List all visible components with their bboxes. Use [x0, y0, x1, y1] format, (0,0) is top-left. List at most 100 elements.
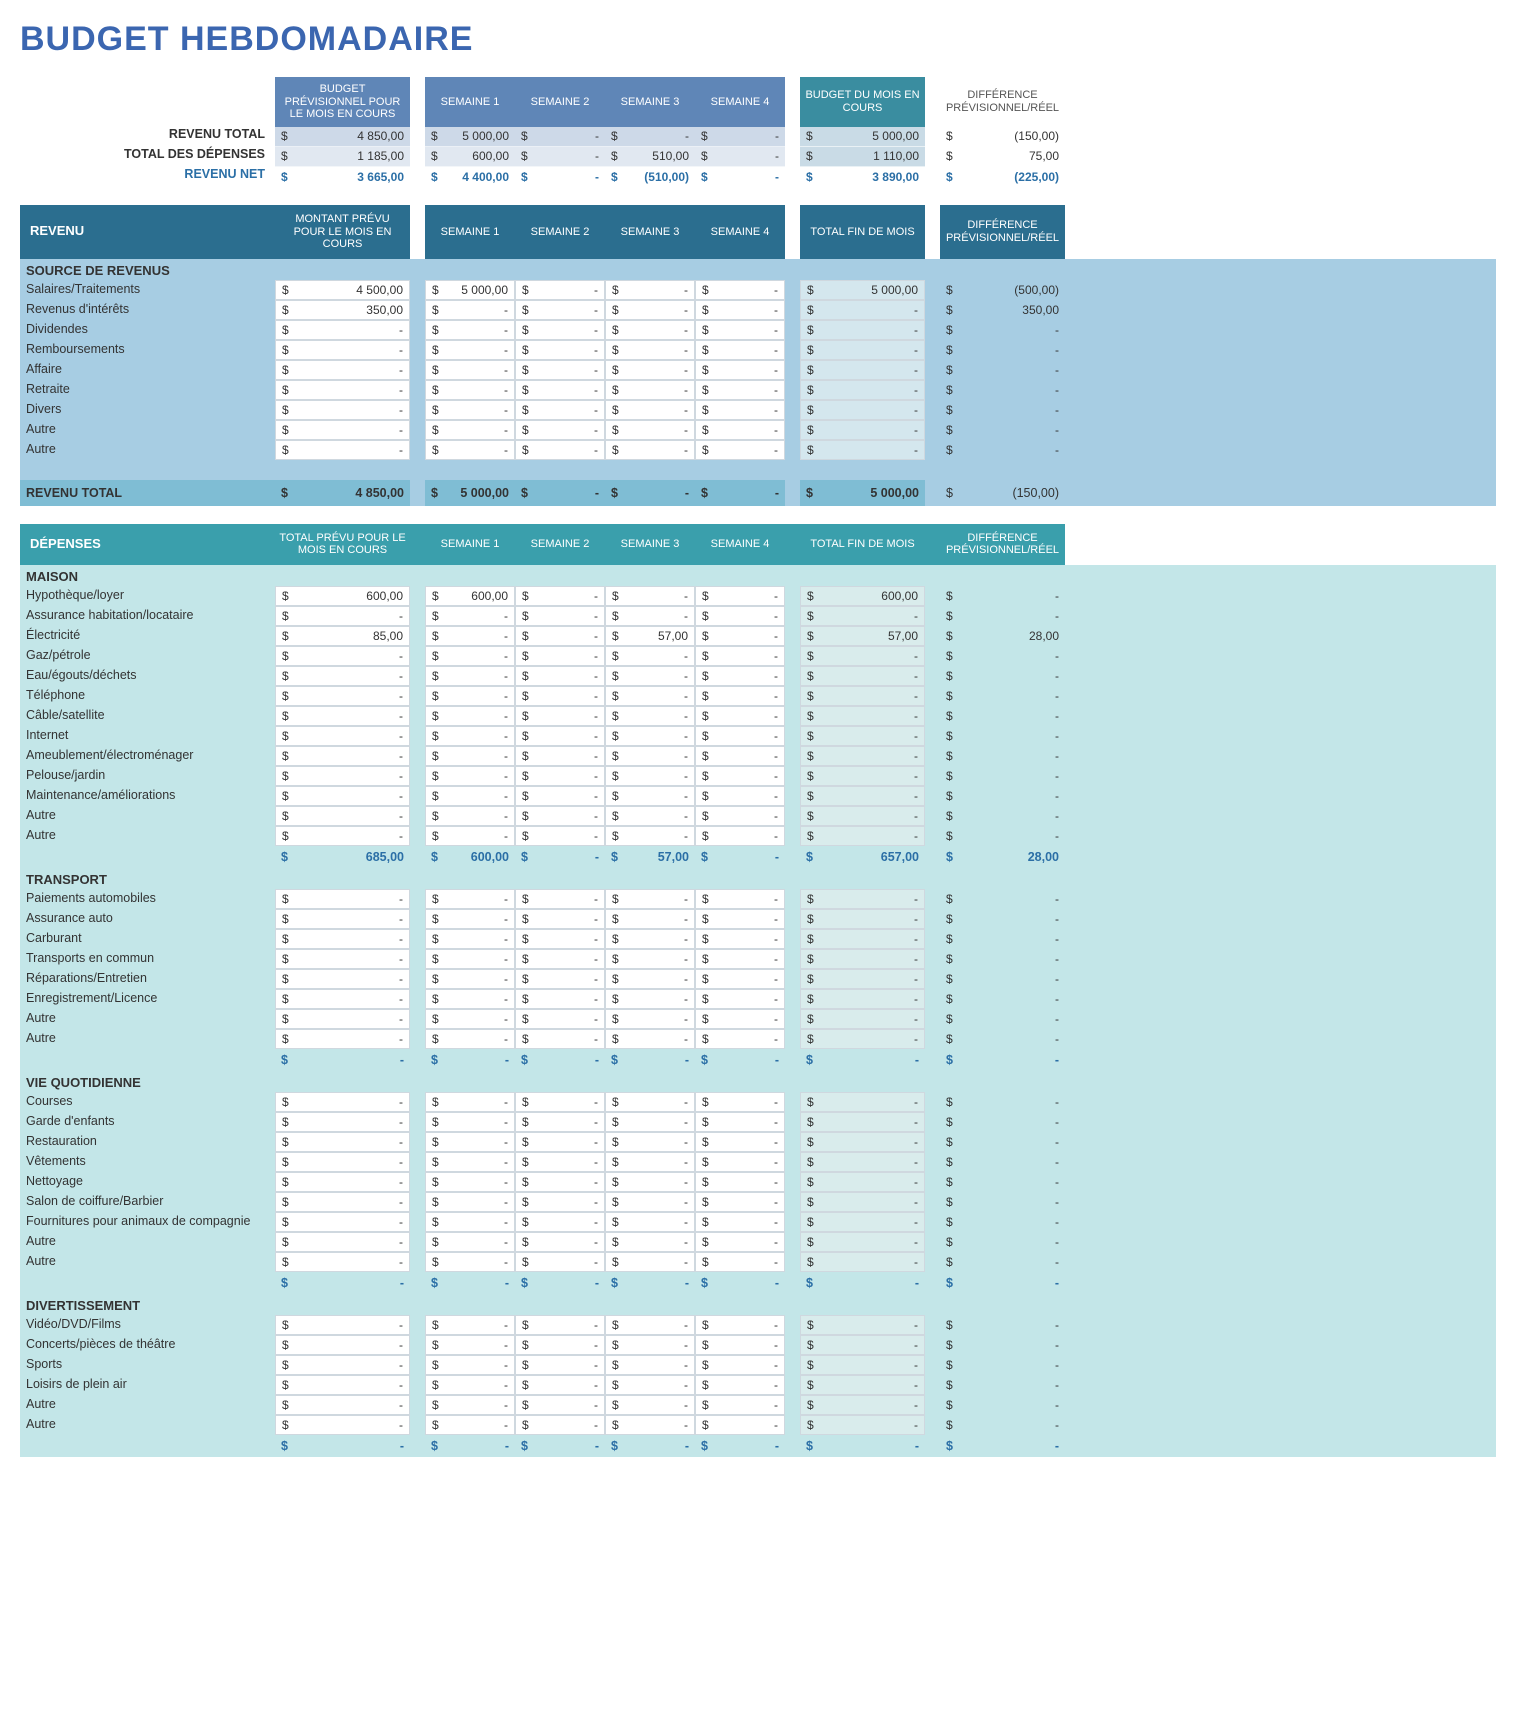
depense-cell[interactable]: $-	[275, 606, 410, 626]
revenu-cell[interactable]: $-	[605, 340, 695, 360]
depense-cell[interactable]: $-	[695, 1355, 785, 1375]
depense-cell[interactable]: $-	[695, 1212, 785, 1232]
summary-cell[interactable]: $-	[695, 127, 785, 147]
depense-cell[interactable]: $-	[695, 929, 785, 949]
depense-cell[interactable]: $-	[515, 1152, 605, 1172]
depense-cell[interactable]: $-	[695, 989, 785, 1009]
depense-cell[interactable]: $-	[515, 989, 605, 1009]
depense-cell[interactable]: $-	[695, 1375, 785, 1395]
revenu-cell[interactable]: $-	[275, 400, 410, 420]
depense-cell[interactable]: $-	[695, 766, 785, 786]
depense-cell[interactable]: $-	[605, 1415, 695, 1435]
depense-cell[interactable]: $85,00	[275, 626, 410, 646]
revenu-cell[interactable]: $-	[515, 420, 605, 440]
depense-cell[interactable]: $-	[425, 806, 515, 826]
depense-cell[interactable]: $-	[515, 766, 605, 786]
depense-cell[interactable]: $-	[605, 706, 695, 726]
depense-cell[interactable]: $-	[425, 1395, 515, 1415]
revenu-cell[interactable]: $-	[275, 380, 410, 400]
depense-cell[interactable]: $-	[275, 889, 410, 909]
depense-cell[interactable]: $-	[275, 949, 410, 969]
depense-cell[interactable]: $-	[275, 989, 410, 1009]
depense-cell[interactable]: $-	[695, 726, 785, 746]
depense-cell[interactable]: $-	[425, 686, 515, 706]
revenu-cell[interactable]: $-	[695, 440, 785, 460]
depense-cell[interactable]: $-	[515, 786, 605, 806]
summary-cell[interactable]: $4 850,00	[275, 127, 410, 147]
depense-cell[interactable]: $-	[695, 626, 785, 646]
depense-cell[interactable]: $-	[275, 1172, 410, 1192]
depense-cell[interactable]: $-	[275, 666, 410, 686]
depense-cell[interactable]: $-	[695, 969, 785, 989]
depense-cell[interactable]: $-	[275, 706, 410, 726]
revenu-cell[interactable]: $5 000,00	[425, 280, 515, 300]
depense-cell[interactable]: $-	[275, 1232, 410, 1252]
depense-cell[interactable]: $-	[605, 989, 695, 1009]
depense-cell[interactable]: $-	[425, 726, 515, 746]
summary-cell[interactable]: $-	[605, 127, 695, 147]
depense-cell[interactable]: $-	[515, 1029, 605, 1049]
depense-cell[interactable]: $-	[695, 826, 785, 846]
depense-cell[interactable]: $-	[275, 1415, 410, 1435]
depense-cell[interactable]: $-	[695, 909, 785, 929]
depense-cell[interactable]: $-	[605, 1375, 695, 1395]
depense-cell[interactable]: $-	[605, 1192, 695, 1212]
revenu-cell[interactable]: $-	[695, 340, 785, 360]
revenu-cell[interactable]: $-	[695, 300, 785, 320]
depense-cell[interactable]: $-	[275, 1335, 410, 1355]
revenu-cell[interactable]: $-	[275, 440, 410, 460]
depense-cell[interactable]: $-	[605, 1029, 695, 1049]
depense-cell[interactable]: $-	[695, 889, 785, 909]
revenu-cell[interactable]: $-	[515, 360, 605, 380]
summary-cell[interactable]: $510,00	[605, 147, 695, 167]
depense-cell[interactable]: $-	[515, 806, 605, 826]
depense-cell[interactable]: $-	[605, 1395, 695, 1415]
depense-cell[interactable]: $-	[515, 1395, 605, 1415]
depense-cell[interactable]: $-	[515, 1112, 605, 1132]
summary-cell[interactable]: $-	[695, 147, 785, 167]
depense-cell[interactable]: $-	[695, 1252, 785, 1272]
summary-cell[interactable]: $5 000,00	[425, 127, 515, 147]
depense-cell[interactable]: $-	[275, 1192, 410, 1212]
depense-cell[interactable]: $-	[425, 666, 515, 686]
depense-cell[interactable]: $-	[425, 706, 515, 726]
depense-cell[interactable]: $-	[275, 1092, 410, 1112]
depense-cell[interactable]: $-	[695, 1009, 785, 1029]
revenu-cell[interactable]: $-	[605, 360, 695, 380]
depense-cell[interactable]: $-	[695, 1029, 785, 1049]
revenu-cell[interactable]: $-	[605, 320, 695, 340]
depense-cell[interactable]: $-	[275, 1132, 410, 1152]
depense-cell[interactable]: $-	[275, 746, 410, 766]
depense-cell[interactable]: $-	[425, 1212, 515, 1232]
revenu-cell[interactable]: $-	[515, 440, 605, 460]
depense-cell[interactable]: $-	[275, 1029, 410, 1049]
summary-cell[interactable]: $-	[515, 147, 605, 167]
depense-cell[interactable]: $-	[515, 1192, 605, 1212]
depense-cell[interactable]: $-	[425, 1009, 515, 1029]
depense-cell[interactable]: $-	[695, 686, 785, 706]
depense-cell[interactable]: $-	[695, 586, 785, 606]
summary-cell[interactable]: $1 185,00	[275, 147, 410, 167]
depense-cell[interactable]: $-	[425, 949, 515, 969]
revenu-cell[interactable]: $4 500,00	[275, 280, 410, 300]
depense-cell[interactable]: $-	[275, 726, 410, 746]
depense-cell[interactable]: $-	[515, 606, 605, 626]
revenu-cell[interactable]: $-	[425, 360, 515, 380]
revenu-cell[interactable]: $-	[425, 380, 515, 400]
revenu-cell[interactable]: $-	[275, 420, 410, 440]
depense-cell[interactable]: $-	[605, 1355, 695, 1375]
depense-cell[interactable]: $-	[605, 826, 695, 846]
revenu-cell[interactable]: $-	[695, 380, 785, 400]
revenu-cell[interactable]: $-	[695, 400, 785, 420]
depense-cell[interactable]: $-	[425, 909, 515, 929]
depense-cell[interactable]: $600,00	[425, 586, 515, 606]
depense-cell[interactable]: $-	[275, 1315, 410, 1335]
depense-cell[interactable]: $57,00	[605, 626, 695, 646]
depense-cell[interactable]: $-	[425, 626, 515, 646]
depense-cell[interactable]: $-	[605, 1092, 695, 1112]
depense-cell[interactable]: $-	[695, 1315, 785, 1335]
depense-cell[interactable]: $-	[605, 806, 695, 826]
revenu-cell[interactable]: $-	[515, 340, 605, 360]
revenu-cell[interactable]: $-	[605, 440, 695, 460]
depense-cell[interactable]: $-	[695, 1232, 785, 1252]
